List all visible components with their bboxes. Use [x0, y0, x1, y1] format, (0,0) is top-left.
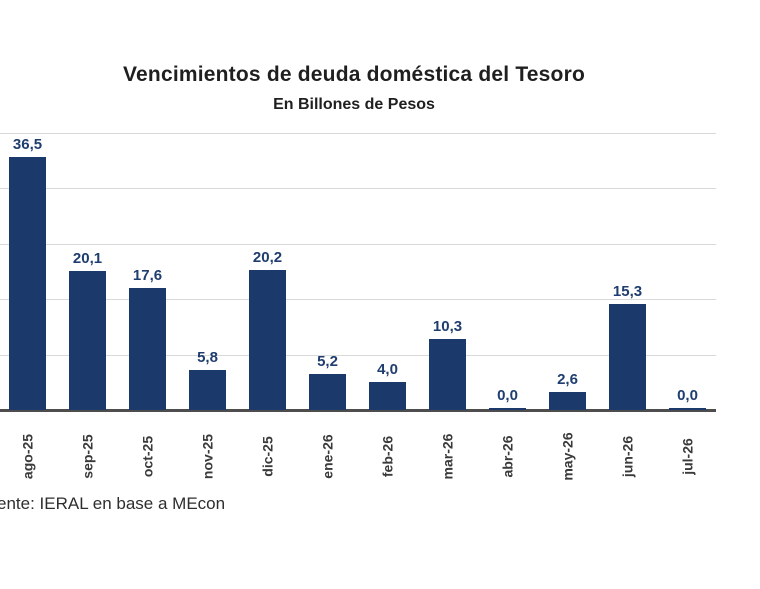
bar-dic-25	[249, 270, 286, 410]
bar-jun-26	[609, 304, 646, 410]
bar-oct-25	[129, 288, 166, 410]
x-tick-jul-26: jul-26	[679, 438, 695, 475]
value-label-feb-26: 4,0	[377, 361, 398, 378]
source-note: ente: IERAL en base a MEcon	[0, 494, 226, 513]
x-tick-abr-26: abr-26	[499, 435, 515, 478]
bar-sep-25	[69, 271, 106, 410]
gridline-32	[0, 188, 716, 190]
bar-ago-25	[9, 157, 46, 410]
value-label-mar-26: 10,3	[432, 318, 463, 335]
gridline-8	[0, 354, 716, 356]
x-tick-mar-26: mar-26	[439, 433, 455, 480]
gridline-16	[0, 299, 716, 301]
x-tick-ago-25: ago-25	[19, 433, 35, 480]
gridline-40	[0, 133, 716, 134]
x-tick-oct-25: oct-25	[139, 435, 155, 478]
x-tick-jun-26: jun-26	[619, 435, 635, 478]
x-tick-ene-26: ene-26	[319, 434, 335, 479]
gridline-24	[0, 243, 716, 245]
value-label-jun-26: 15,3	[612, 283, 643, 300]
bar-nov-25	[189, 370, 226, 410]
bar-feb-26	[369, 382, 406, 410]
bar-abr-26	[489, 408, 526, 410]
value-label-nov-25: 5,8	[197, 349, 218, 366]
x-tick-dic-25: dic-25	[259, 436, 275, 477]
x-tick-may-26: may-26	[559, 432, 575, 481]
x-axis-line	[0, 409, 716, 412]
value-label-ago-25: 36,5	[12, 136, 43, 153]
x-tick-sep-25: sep-25	[79, 434, 95, 479]
value-label-dic-25: 20,2	[252, 249, 283, 266]
bar-mar-26	[429, 339, 466, 410]
chart-subtitle: En Billones de Pesos	[273, 96, 435, 113]
value-label-may-26: 2,6	[557, 371, 578, 388]
bar-jul-26	[669, 408, 706, 410]
x-tick-nov-25: nov-25	[199, 433, 215, 480]
value-label-oct-25: 17,6	[132, 267, 163, 284]
x-tick-feb-26: feb-26	[379, 435, 395, 478]
chart-header: Vencimientos de deuda doméstica del Teso…	[0, 62, 708, 115]
value-label-ene-26: 5,2	[317, 353, 338, 370]
value-label-abr-26: 0,0	[497, 387, 518, 404]
value-label-jul-26: 0,0	[677, 387, 698, 404]
bar-ene-26	[309, 374, 346, 410]
bar-may-26	[549, 392, 586, 410]
value-label-sep-25: 20,1	[72, 250, 103, 267]
chart-title: Vencimientos de deuda doméstica del Teso…	[123, 63, 585, 86]
